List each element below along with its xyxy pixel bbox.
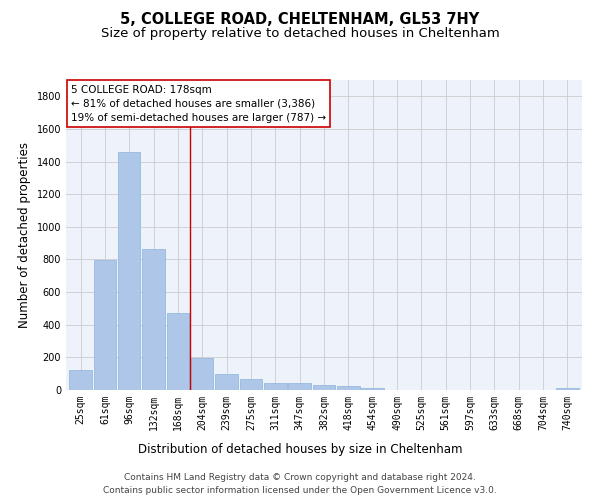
Bar bbox=[556, 388, 578, 390]
Bar bbox=[264, 382, 287, 390]
Bar bbox=[70, 370, 92, 390]
Text: 5, COLLEGE ROAD, CHELTENHAM, GL53 7HY: 5, COLLEGE ROAD, CHELTENHAM, GL53 7HY bbox=[121, 12, 479, 28]
Bar bbox=[94, 260, 116, 390]
Text: 5 COLLEGE ROAD: 178sqm
← 81% of detached houses are smaller (3,386)
19% of semi-: 5 COLLEGE ROAD: 178sqm ← 81% of detached… bbox=[71, 84, 326, 122]
Bar bbox=[191, 358, 214, 390]
Bar bbox=[215, 374, 238, 390]
Bar bbox=[337, 386, 359, 390]
Text: Distribution of detached houses by size in Cheltenham: Distribution of detached houses by size … bbox=[138, 442, 462, 456]
Bar bbox=[167, 312, 189, 390]
Bar bbox=[142, 250, 165, 390]
Text: Contains HM Land Registry data © Crown copyright and database right 2024.
Contai: Contains HM Land Registry data © Crown c… bbox=[103, 474, 497, 495]
Text: Size of property relative to detached houses in Cheltenham: Size of property relative to detached ho… bbox=[101, 28, 499, 40]
Y-axis label: Number of detached properties: Number of detached properties bbox=[18, 142, 31, 328]
Bar bbox=[313, 385, 335, 390]
Bar bbox=[361, 388, 384, 390]
Bar bbox=[289, 384, 311, 390]
Bar bbox=[118, 152, 140, 390]
Bar bbox=[240, 380, 262, 390]
